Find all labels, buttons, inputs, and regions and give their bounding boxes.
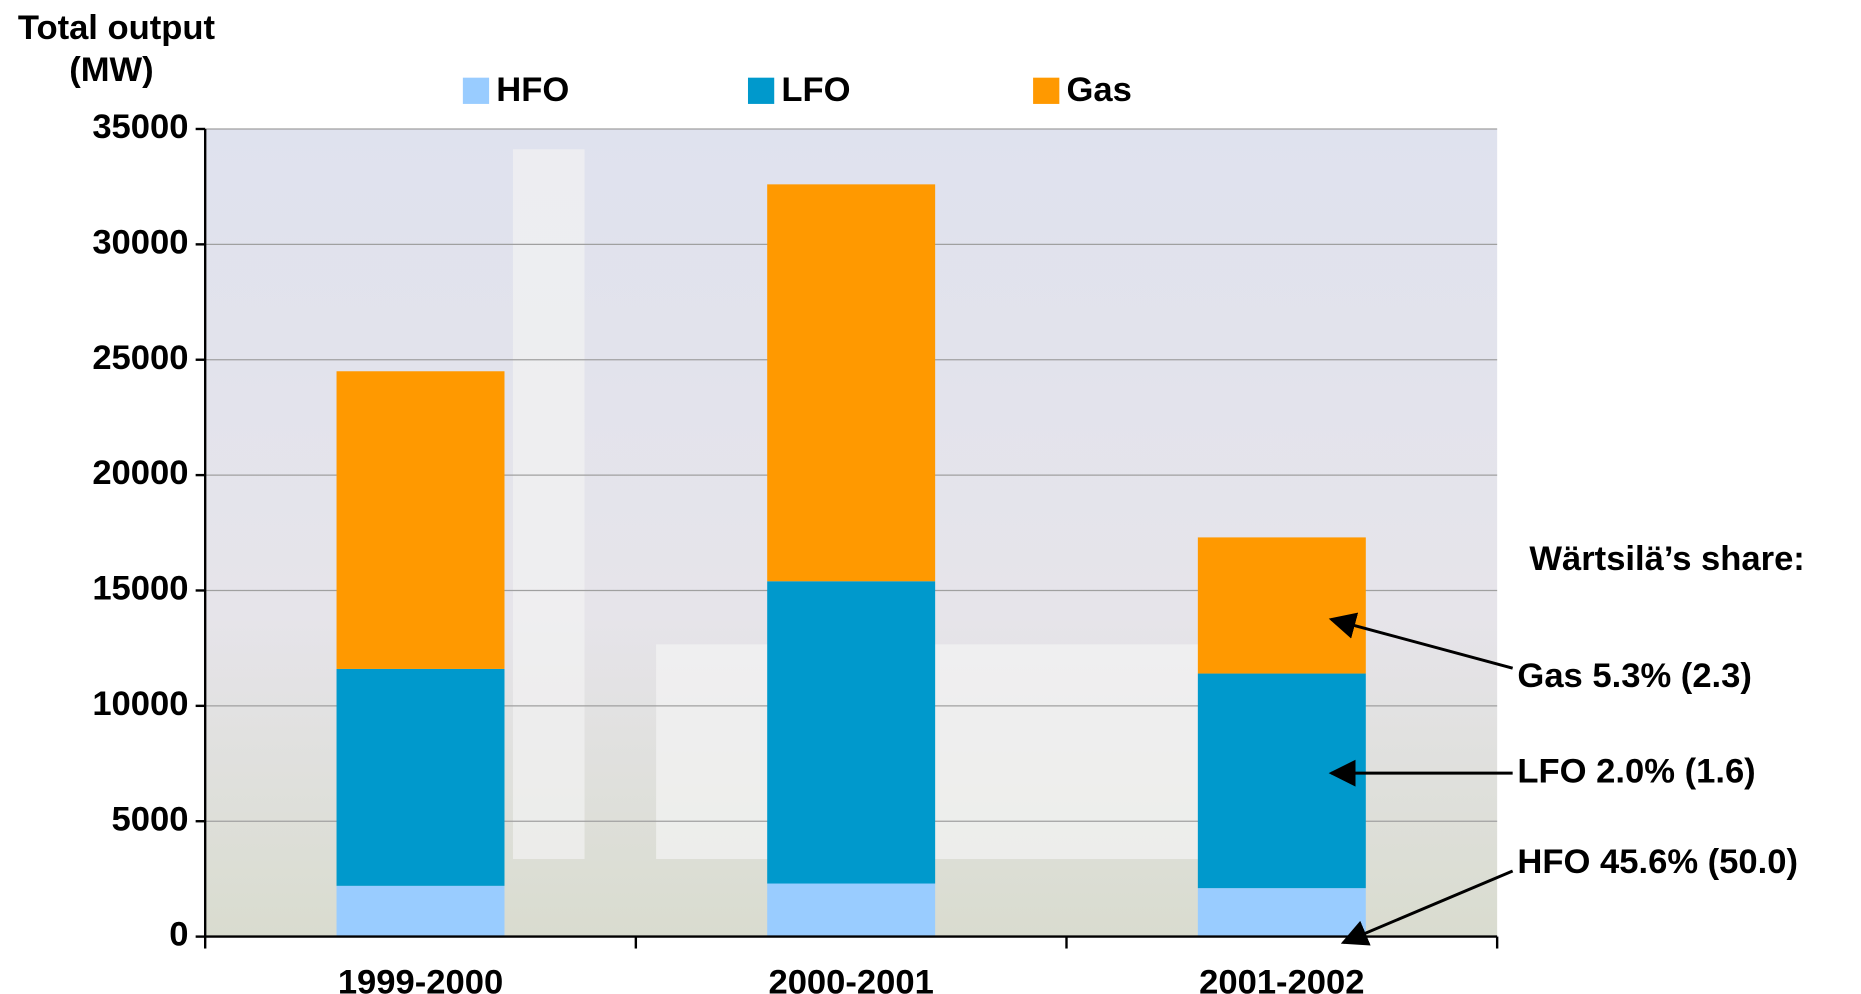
legend-label: Gas: [1066, 71, 1131, 109]
chimney: [513, 149, 585, 859]
x-tick-label: 1999-2000: [338, 963, 503, 994]
y-tick-label: 15000: [92, 570, 188, 608]
bar-segment: [1198, 888, 1366, 936]
x-tick-label: 2000-2001: [768, 963, 933, 994]
annotation: Gas 5.3% (2.3): [1517, 657, 1751, 695]
bar-segment: [767, 581, 935, 883]
y-tick-label: 0: [169, 916, 188, 954]
y-tick-label: 5000: [112, 800, 189, 838]
y-tick-label: 35000: [92, 108, 188, 146]
legend-swatch: [748, 78, 774, 104]
annotation: HFO 45.6% (50.0): [1517, 843, 1798, 881]
bar-segment: [1198, 537, 1366, 673]
y-tick-label: 25000: [92, 339, 188, 377]
y-label: (MW): [69, 51, 153, 89]
y-tick-label: 10000: [92, 685, 188, 723]
bar-segment: [767, 184, 935, 581]
y-tick-label: 20000: [92, 454, 188, 492]
bar-segment: [1198, 674, 1366, 889]
bar-segment: [767, 884, 935, 937]
y-tick-label: 30000: [92, 223, 188, 261]
legend-label: LFO: [781, 71, 850, 109]
annotation: Wärtsilä’s share:: [1529, 540, 1804, 578]
bar-segment: [337, 669, 505, 886]
building: [656, 644, 1252, 859]
x-tick-label: 2001-2002: [1199, 963, 1364, 994]
chart: Total output (MW) Wärtsilä’s share: Gas …: [0, 0, 1861, 994]
legend-label: HFO: [496, 71, 569, 109]
y-label: Total output: [18, 9, 216, 47]
legend-swatch: [1033, 78, 1059, 104]
bar-segment: [337, 371, 505, 669]
annotation: LFO 2.0% (1.6): [1517, 752, 1755, 790]
legend-swatch: [463, 78, 489, 104]
bar-segment: [337, 886, 505, 937]
